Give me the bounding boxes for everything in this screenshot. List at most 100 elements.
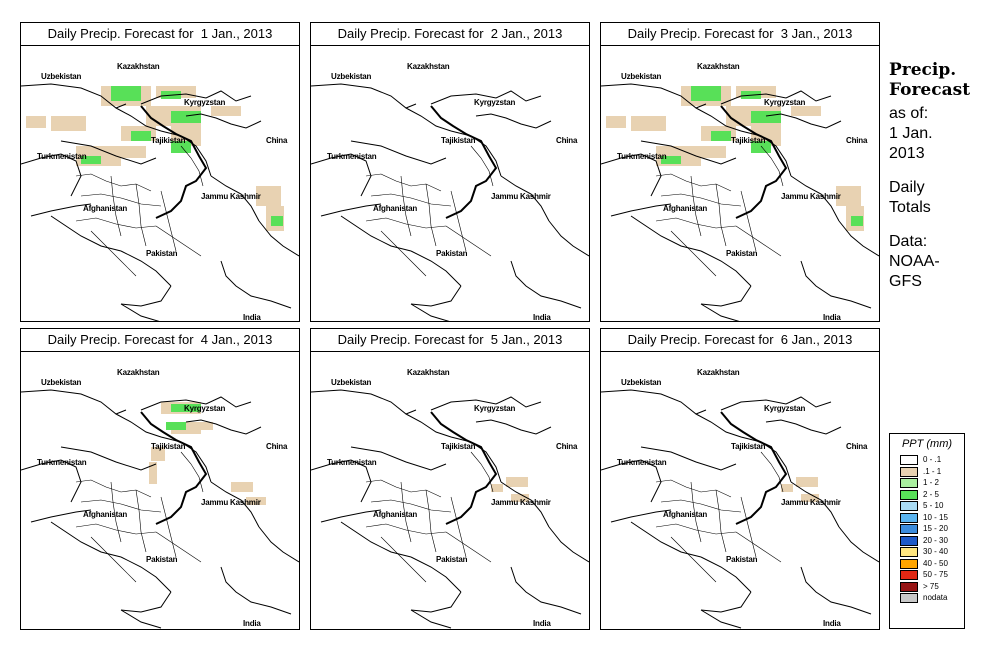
border-line <box>311 153 372 197</box>
province-line <box>655 217 737 229</box>
country-label-india: India <box>823 619 841 628</box>
panel-title: Daily Precip. Forecast for 5 Jan., 2013 <box>311 329 589 352</box>
border-line <box>210 481 260 528</box>
border-line <box>340 521 412 558</box>
legend-swatch <box>900 489 918 500</box>
border-line <box>510 260 582 309</box>
precip-patch-light <box>701 146 726 158</box>
province-line <box>760 145 784 187</box>
border-line <box>548 526 589 563</box>
border-line <box>120 250 172 287</box>
legend-item: 40 - 50 <box>890 558 964 571</box>
legend-label: nodata <box>923 593 948 602</box>
border-line <box>475 113 552 129</box>
province-line <box>470 451 494 493</box>
panel-title: Daily Precip. Forecast for 1 Jan., 2013 <box>21 23 299 46</box>
border-line <box>410 285 462 307</box>
province-line <box>110 175 122 237</box>
country-label-pakistan: Pakistan <box>726 555 758 564</box>
province-line <box>80 193 162 207</box>
border-line <box>311 389 417 415</box>
country-label-jammu-kashmir: Jammu Kashmir <box>201 192 261 201</box>
province-line <box>655 523 737 535</box>
country-label-afghanistan: Afghanistan <box>83 510 128 519</box>
border-line <box>320 203 382 217</box>
province-line <box>660 193 742 207</box>
province-line <box>735 225 782 257</box>
province-line <box>425 489 437 553</box>
country-label-turkmenistan: Turkmenistan <box>617 458 667 467</box>
country-border <box>720 105 788 219</box>
legend-label: 10 - 15 <box>923 512 948 522</box>
info-title-line1: Precip. <box>889 60 957 80</box>
legend-item: 5 - 10 <box>890 501 964 513</box>
border-line <box>50 521 122 558</box>
country-label-tajikistan: Tajikistan <box>441 442 476 451</box>
border-line <box>548 220 589 257</box>
province-line <box>155 531 202 563</box>
border-line <box>30 509 92 523</box>
border-line <box>700 250 752 287</box>
border-line <box>601 459 662 503</box>
border-line <box>475 419 552 435</box>
legend-label: 5 - 10 <box>923 501 944 510</box>
province-line <box>735 531 782 563</box>
border-line <box>601 389 707 415</box>
province-line <box>365 173 442 192</box>
legend-label: 15 - 20 <box>923 524 948 533</box>
legend-swatch <box>900 558 918 569</box>
country-border <box>720 411 788 525</box>
province-line <box>445 531 492 563</box>
precip-patch-light <box>151 447 165 461</box>
precip-patch-light <box>231 482 253 492</box>
panel-title: Daily Precip. Forecast for 6 Jan., 2013 <box>601 329 879 352</box>
province-line <box>135 183 147 247</box>
country-label-kazakhstan: Kazakhstan <box>697 368 740 377</box>
legend-item: .1 - 1 <box>890 466 964 479</box>
forecast-panel-4: Daily Precip. Forecast for 4 Jan., 2013 … <box>20 328 300 630</box>
border-line <box>790 175 840 222</box>
border-line <box>720 396 832 411</box>
border-line <box>740 436 792 483</box>
country-label-kyrgyzstan: Kyrgyzstan <box>184 98 226 107</box>
province-line <box>690 175 702 237</box>
precip-patch-light <box>836 186 861 206</box>
border-line <box>640 140 737 165</box>
border-line <box>510 566 582 615</box>
border-line <box>21 83 127 109</box>
province-line <box>160 496 177 558</box>
totals-label-2: Totals <box>889 199 931 216</box>
totals-label-1: Daily <box>889 179 925 196</box>
province-line <box>365 523 447 535</box>
province-line <box>450 496 467 558</box>
border-line <box>610 509 672 523</box>
country-label-india: India <box>533 619 551 628</box>
border-line <box>120 556 172 593</box>
country-label-turkmenistan: Turkmenistan <box>37 152 87 161</box>
border-line <box>120 303 162 322</box>
border-line <box>60 140 157 165</box>
border-line <box>410 556 462 593</box>
precip-patch-light <box>121 146 146 158</box>
precip-patch-light <box>211 106 241 116</box>
legend-label: > 75 <box>923 581 939 591</box>
country-label-afghanistan: Afghanistan <box>663 510 708 519</box>
panel-title: Daily Precip. Forecast for 4 Jan., 2013 <box>21 329 299 352</box>
border-line <box>695 413 742 438</box>
province-line <box>445 225 492 257</box>
country-label-kyrgyzstan: Kyrgyzstan <box>764 404 806 413</box>
border-line <box>350 140 447 165</box>
country-label-kazakhstan: Kazakhstan <box>407 368 450 377</box>
asof-year: 2013 <box>889 145 925 162</box>
precip-patch-moderate <box>81 156 101 164</box>
border-line <box>320 509 382 523</box>
border-line <box>120 609 162 629</box>
border-line <box>640 446 737 471</box>
border-line <box>405 107 452 132</box>
province-line <box>370 193 452 207</box>
legend-swatch <box>900 455 918 465</box>
border-line <box>258 220 299 257</box>
border-line <box>405 413 452 438</box>
border-line <box>450 436 502 483</box>
border-line <box>740 130 792 177</box>
